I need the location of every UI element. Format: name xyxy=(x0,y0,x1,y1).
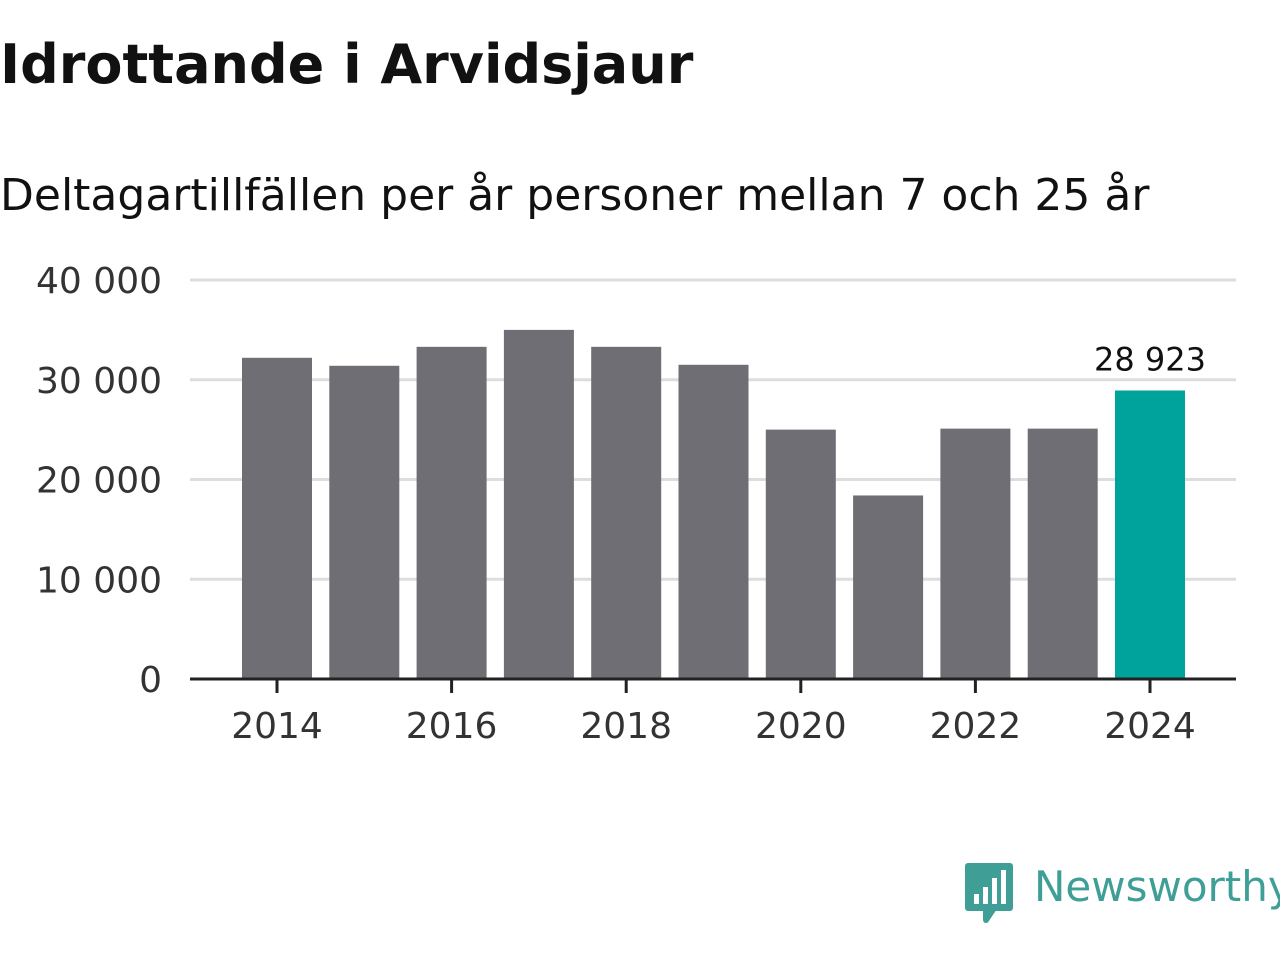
brand-name: Newsworthy xyxy=(1034,862,1280,911)
bars xyxy=(242,329,1185,679)
bar-2024 xyxy=(1115,390,1185,679)
bar-2021 xyxy=(853,495,924,679)
bar-2023 xyxy=(1027,428,1098,679)
x-tick-label: 2018 xyxy=(580,706,672,747)
x-tick-label: 2020 xyxy=(755,706,847,747)
axes xyxy=(190,677,1236,693)
bar-chart: 0 10 000 20 000 30 000 40 000 2014 2016 2018 202… xyxy=(36,261,1236,747)
chart-title: Idrottande i Arvidsjaur xyxy=(0,33,694,96)
bar-2022 xyxy=(940,428,1011,679)
bar-2017 xyxy=(503,329,574,679)
y-tick-label: 40 000 xyxy=(36,261,162,302)
data-label: 28 923 xyxy=(1094,340,1206,378)
bar-2016 xyxy=(416,346,487,679)
bar-2015 xyxy=(329,365,400,679)
bar-2018 xyxy=(591,346,662,679)
x-tick-label: 2016 xyxy=(406,706,498,747)
chart-subtitle: Deltagartillfällen per år personer mella… xyxy=(0,170,1150,221)
x-tick-label: 2022 xyxy=(930,706,1022,747)
x-tick-label: 2014 xyxy=(231,706,323,747)
bar-2019 xyxy=(678,364,749,679)
newsworthy-logo-icon xyxy=(965,863,1013,923)
labels: 0 10 000 20 000 30 000 40 000 2014 2016 2018 202… xyxy=(36,261,1206,747)
y-tick-label: 10 000 xyxy=(36,560,162,601)
y-tick-label: 20 000 xyxy=(36,461,162,502)
brand-logo: Newsworthy xyxy=(964,862,1280,928)
y-tick-label: 0 xyxy=(139,660,162,701)
bar-2020 xyxy=(765,429,836,679)
y-tick-label: 30 000 xyxy=(36,361,162,402)
x-tick-label: 2024 xyxy=(1104,706,1196,747)
bar-2014 xyxy=(242,357,312,679)
